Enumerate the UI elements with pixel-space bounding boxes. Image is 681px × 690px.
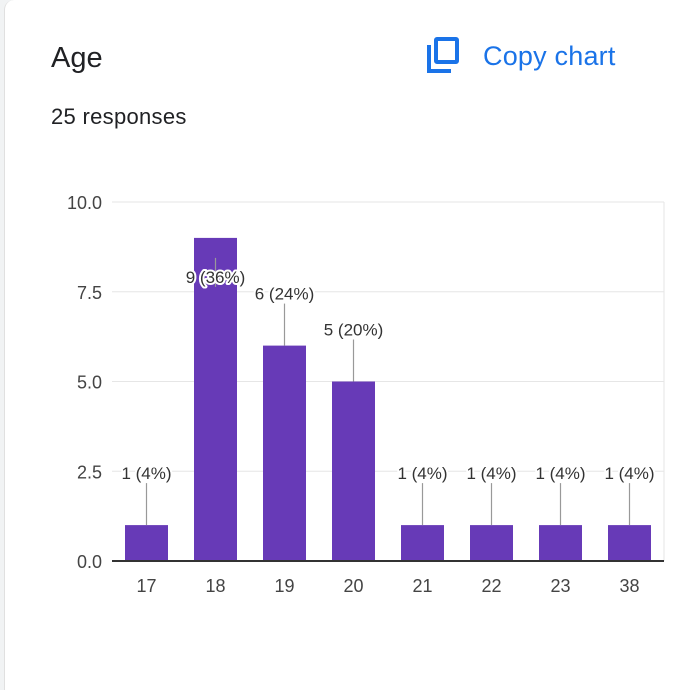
x-tick-label: 38 bbox=[619, 576, 639, 596]
bar bbox=[539, 525, 582, 561]
bar bbox=[608, 525, 651, 561]
bar bbox=[470, 525, 513, 561]
data-label: 1 (4%) bbox=[604, 464, 654, 483]
bar bbox=[263, 345, 306, 561]
bar bbox=[332, 381, 375, 561]
response-count: 25 responses bbox=[51, 104, 187, 129]
x-tick-label: 20 bbox=[343, 576, 363, 596]
data-label: 1 (4%) bbox=[466, 464, 516, 483]
chart-card: Age 25 responses Copy chart bbox=[4, 0, 681, 690]
x-tick-label: 21 bbox=[412, 576, 432, 596]
bar bbox=[401, 525, 444, 561]
x-tick-label: 23 bbox=[550, 576, 570, 596]
y-tick-label: 7.5 bbox=[77, 283, 102, 303]
question-title: Age bbox=[51, 42, 103, 74]
data-label: 9 (36%) bbox=[186, 268, 246, 287]
copy-icon bbox=[423, 36, 463, 76]
data-label: 1 (4%) bbox=[397, 464, 447, 483]
data-label: 6 (24%) bbox=[255, 285, 315, 304]
data-label: 5 (20%) bbox=[324, 321, 384, 340]
data-label: 1 (4%) bbox=[121, 464, 171, 483]
y-tick-label: 2.5 bbox=[77, 462, 102, 482]
y-tick-label: 5.0 bbox=[77, 373, 102, 393]
y-tick-label: 0.0 bbox=[77, 552, 102, 572]
x-tick-label: 18 bbox=[205, 576, 225, 596]
bar bbox=[125, 525, 168, 561]
x-tick-label: 19 bbox=[274, 576, 294, 596]
copy-chart-label: Copy chart bbox=[483, 40, 616, 71]
data-label: 1 (4%) bbox=[535, 464, 585, 483]
x-tick-label: 22 bbox=[481, 576, 501, 596]
y-tick-label: 10.0 bbox=[67, 193, 102, 213]
bar bbox=[194, 237, 237, 561]
x-tick-label: 17 bbox=[136, 576, 156, 596]
copy-chart-button[interactable]: Copy chart bbox=[423, 36, 616, 76]
